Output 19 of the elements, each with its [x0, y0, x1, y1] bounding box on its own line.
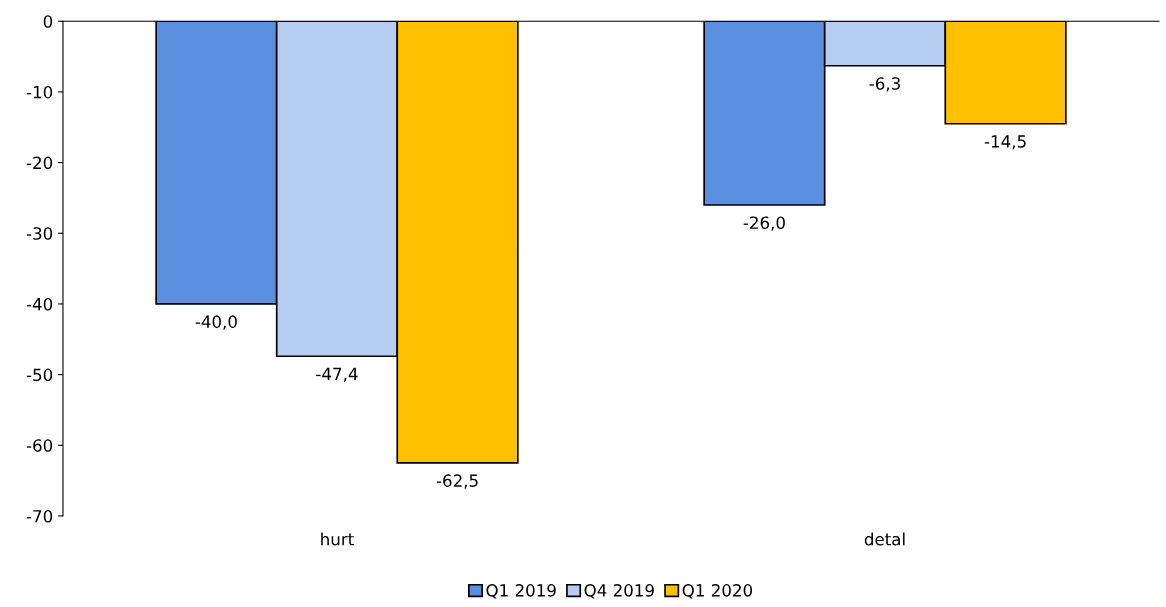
legend-label: Q4 2019 — [584, 584, 654, 599]
y-tick-label: -40 — [26, 297, 53, 311]
legend-label: Q1 2020 — [682, 584, 753, 599]
y-tick-label: -20 — [26, 156, 53, 170]
data-label: -40,0 — [195, 315, 237, 330]
y-tick-label: -10 — [26, 85, 53, 99]
y-tick-label: -70 — [26, 509, 53, 523]
x-tick-label: hurt — [321, 532, 354, 546]
legend-label: Q1 2019 — [486, 584, 556, 599]
data-label: -47,4 — [316, 367, 358, 382]
y-tick-label: -60 — [26, 439, 53, 452]
y-tick-label: 0 — [43, 15, 53, 28]
data-label: -14,5 — [984, 135, 1026, 150]
data-label: -62,5 — [436, 474, 478, 489]
data-label: -26,0 — [743, 216, 785, 231]
data-label: -6,3 — [869, 77, 900, 92]
x-tick-label: detal — [864, 532, 905, 546]
y-tick-label: -30 — [26, 227, 53, 240]
y-tick-label: -50 — [26, 368, 53, 382]
